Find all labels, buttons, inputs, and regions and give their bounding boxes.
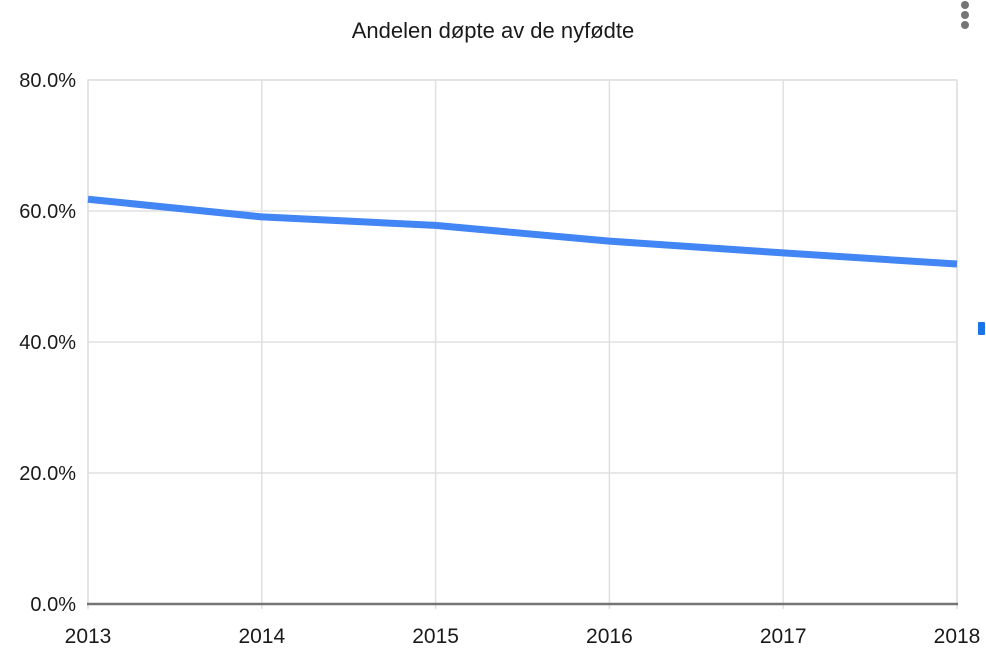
y-tick-label: 20.0% bbox=[19, 463, 76, 485]
chart-title: Andelen døpte av de nyfødte bbox=[351, 18, 635, 43]
y-tick-label: 0.0% bbox=[30, 594, 76, 616]
x-tick-label: 2017 bbox=[760, 625, 807, 648]
x-tick-label: 2013 bbox=[65, 625, 112, 648]
series-line[interactable] bbox=[87, 195, 958, 268]
x-tick-label: 2018 bbox=[934, 625, 981, 648]
y-tick-label: 60.0% bbox=[19, 201, 76, 223]
kebab-menu-icon[interactable] bbox=[956, 0, 974, 32]
kebab-dot bbox=[961, 11, 969, 19]
x-tick-label: 2014 bbox=[238, 625, 285, 648]
plot-border bbox=[87, 79, 958, 604]
x-tick-label: 2016 bbox=[586, 625, 633, 648]
y-tick-label: 80.0% bbox=[19, 70, 76, 92]
kebab-dot bbox=[961, 21, 969, 29]
x-tick-label: 2015 bbox=[412, 625, 459, 648]
kebab-dot bbox=[961, 1, 969, 9]
y-tick-label: 40.0% bbox=[19, 332, 76, 354]
scroll-indicator[interactable] bbox=[978, 322, 985, 335]
